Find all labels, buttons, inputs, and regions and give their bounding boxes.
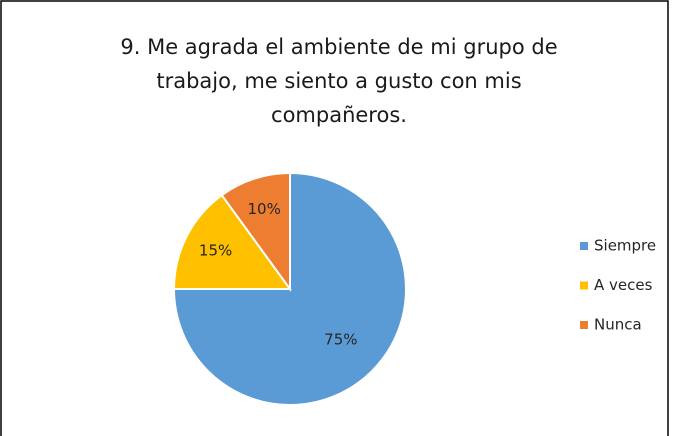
legend-swatch <box>580 321 588 329</box>
legend-label: Siempre <box>594 237 656 255</box>
pie-slice <box>172 171 407 406</box>
legend-label: Nunca <box>594 316 642 334</box>
chart-title: 9. Me agrada el ambiente de mi grupo de … <box>120 35 558 127</box>
pie-slice <box>172 193 292 290</box>
data-label: 15% <box>199 242 232 260</box>
legend-swatch <box>580 242 588 250</box>
legend-swatch <box>580 281 588 290</box>
data-label: 10% <box>248 200 281 218</box>
data-label: 75% <box>324 330 357 348</box>
pie-slice <box>220 171 291 293</box>
legend-label: A veces <box>594 276 653 294</box>
